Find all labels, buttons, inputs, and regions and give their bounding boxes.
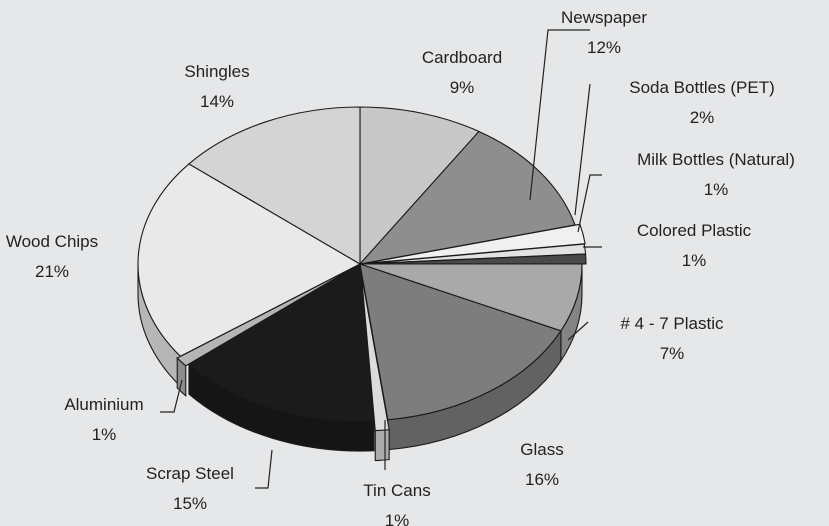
slice-label-2: Soda Bottles (PET) (629, 78, 775, 97)
leader-line-3 (577, 174, 602, 233)
slice-pct-1: 12% (587, 38, 621, 57)
slice-pct-8: 15% (173, 494, 207, 513)
leader-line-9 (160, 379, 183, 413)
slice-label-8: Scrap Steel (146, 464, 234, 483)
pie-slice-9 (176, 265, 358, 367)
leader-line-8 (255, 449, 273, 489)
slice-pct-3: 1% (704, 180, 729, 199)
slice-pct-7: 1% (385, 511, 410, 526)
pie-slice-0 (359, 106, 480, 266)
slice-label-1: Newspaper (561, 8, 647, 27)
slice-label-7: Tin Cans (363, 481, 430, 500)
slice-pct-10: 21% (35, 262, 69, 281)
pie-slice-4 (363, 253, 587, 265)
pie-slice-11 (188, 106, 361, 265)
slice-label-6: Glass (520, 440, 563, 459)
leader-line-2 (574, 83, 591, 216)
pie-slice-10 (137, 163, 362, 357)
slice-label-9: Aluminium (64, 395, 143, 414)
leader-line-1 (529, 29, 590, 201)
slice-label-0: Cardboard (422, 48, 502, 67)
pie-wall-7 (374, 429, 390, 462)
slice-label-4: Colored Plastic (637, 221, 752, 240)
slice-pct-0: 9% (450, 78, 475, 97)
slice-pct-9: 1% (92, 425, 117, 444)
slice-pct-11: 14% (200, 92, 234, 111)
slice-label-10: Wood Chips (6, 232, 98, 251)
pie-slice-7 (360, 273, 390, 432)
leader-line-5 (567, 321, 589, 341)
slice-label-5: # 4 - 7 Plastic (621, 314, 724, 333)
slice-pct-4: 1% (682, 251, 707, 270)
pie-slice-1 (358, 130, 576, 265)
pie-slice-8 (188, 263, 375, 422)
pie-slice-6 (359, 263, 562, 421)
slice-pct-6: 16% (525, 470, 559, 489)
slice-label-11: Shingles (184, 62, 249, 81)
slice-label-3: Milk Bottles (Natural) (637, 150, 795, 169)
slice-pct-2: 2% (690, 108, 715, 127)
slice-pct-5: 7% (660, 344, 685, 363)
